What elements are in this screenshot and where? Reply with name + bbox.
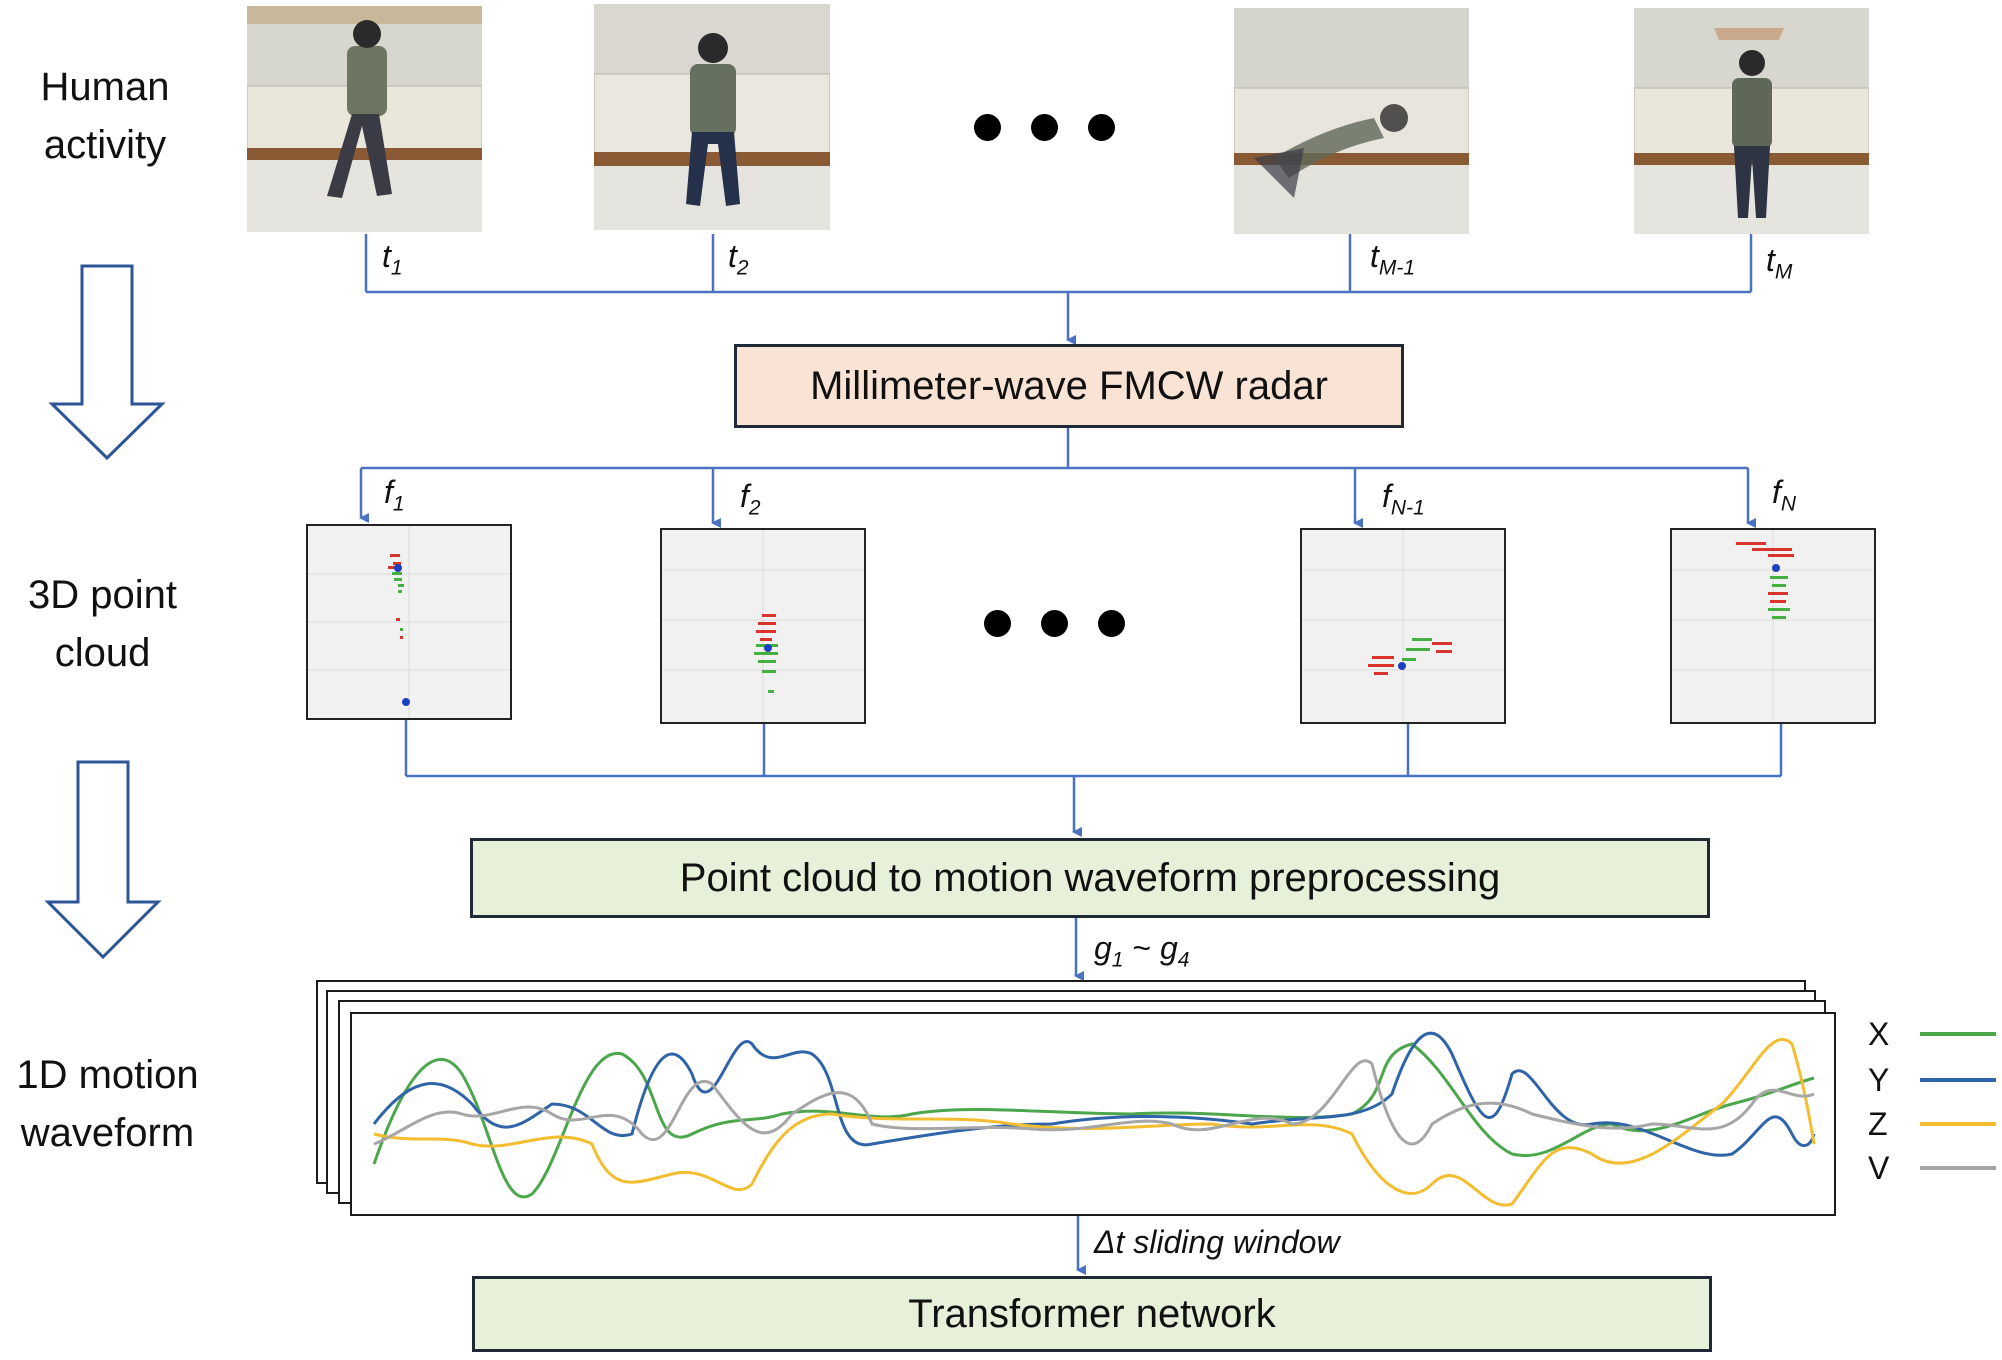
transformer-box: Transformer network (472, 1276, 1712, 1352)
legend-item-y: Y (1868, 1062, 1890, 1098)
preprocessing-box: Point cloud to motion waveform preproces… (470, 838, 1710, 918)
legend-swatch-v (1920, 1166, 1996, 1170)
point-cloud-frame-2 (660, 528, 866, 724)
activity-photo-arms-raised (1634, 8, 1869, 234)
frame-label-n-1: fN-1 (1382, 478, 1425, 520)
legend-swatch-y (1920, 1078, 1996, 1082)
hollow-down-arrow-2 (44, 760, 162, 960)
time-label-2: t2 (728, 238, 749, 280)
frame-label-2: f2 (740, 478, 761, 520)
legend-item-v: V (1868, 1150, 1890, 1186)
time-label-m-1: tM-1 (1370, 238, 1416, 280)
point-cloud-frame-n-1 (1300, 528, 1506, 724)
stage-label-pointcloud: 3D point cloud (28, 573, 177, 675)
edge-label-window: Δt sliding window (1094, 1224, 1340, 1260)
waveform-z (373, 1037, 1816, 1207)
radar-box: Millimeter-wave FMCW radar (734, 344, 1404, 428)
activity-photo-falling (1234, 8, 1469, 234)
ellipsis-dots-activity (974, 114, 1115, 141)
stage-label-activity: Human activity (40, 65, 170, 167)
time-label-m: tM (1766, 242, 1793, 284)
waveform-x (372, 1042, 1815, 1199)
edge-label-g: g1 ~ g4 (1094, 930, 1190, 972)
ellipsis-dots-pointcloud (984, 610, 1125, 637)
legend-swatch-z (1920, 1122, 1996, 1126)
stage-label-waveform: 1D motion waveform (16, 1053, 199, 1155)
frame-label-n: fN (1772, 474, 1797, 516)
frame-label-1: f1 (384, 474, 405, 516)
waveform-panel-front (350, 1012, 1836, 1216)
activity-photo-sitting (594, 4, 830, 230)
waveform-y (372, 1031, 1816, 1157)
legend-swatch-x (1920, 1032, 1996, 1036)
point-cloud-frame-n (1670, 528, 1876, 724)
activity-photo-walking (247, 6, 482, 232)
legend-item-x: X (1868, 1016, 1890, 1052)
time-label-1: t1 (382, 238, 403, 280)
point-cloud-frame-1 (306, 524, 512, 720)
waveform-v (373, 1059, 1815, 1146)
legend-item-z: Z (1868, 1106, 1888, 1142)
hollow-down-arrow-1 (48, 264, 166, 461)
